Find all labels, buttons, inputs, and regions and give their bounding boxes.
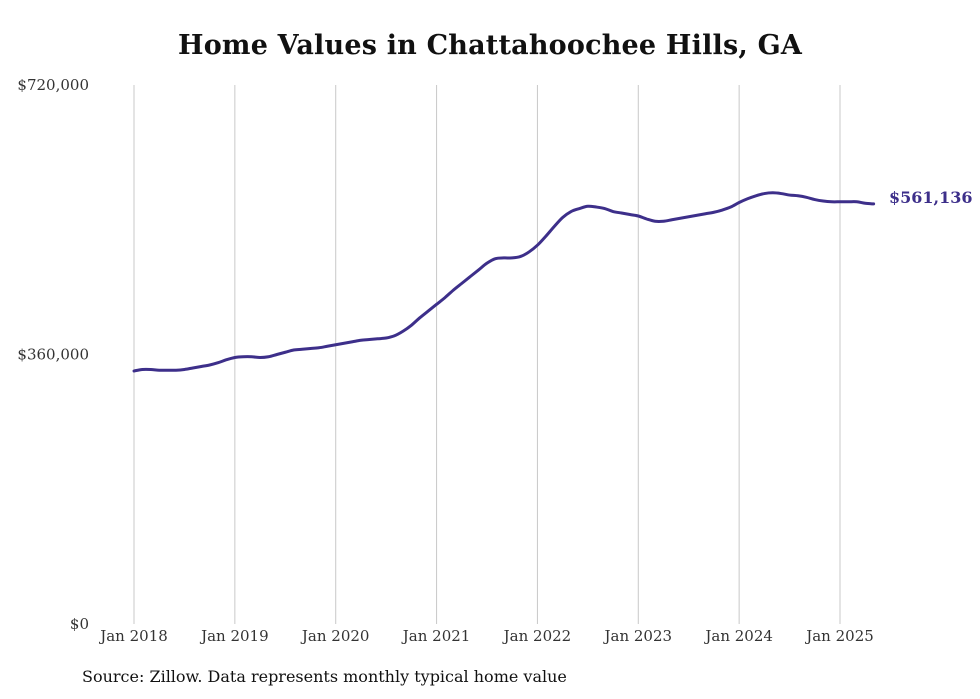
x-tick-label: Jan 2023 xyxy=(603,627,673,645)
series-layer xyxy=(132,191,876,373)
series-line-0 xyxy=(132,191,876,373)
end-label-layer: $561,136 xyxy=(889,188,973,207)
source-note: Source: Zillow. Data represents monthly … xyxy=(82,667,567,686)
x-tick-label: Jan 2022 xyxy=(502,627,572,645)
end-value-label: $561,136 xyxy=(889,188,973,207)
y-tick-label: $360,000 xyxy=(17,346,89,364)
y-tick-label: $0 xyxy=(70,615,89,633)
x-tick-label: Jan 2025 xyxy=(804,627,874,645)
gridlines xyxy=(133,85,841,624)
x-tick-label: Jan 2019 xyxy=(199,627,269,645)
x-tick-label: Jan 2018 xyxy=(98,627,168,645)
y-axis-ticks: $0 $360,000 $720,000 xyxy=(17,76,89,633)
x-tick-label: Jan 2024 xyxy=(703,627,773,645)
x-axis-ticks: Jan 2018 Jan 2019 Jan 2020 Jan 2021 Jan 2022… xyxy=(98,627,874,645)
y-tick-label: $720,000 xyxy=(17,76,89,94)
chart-title: Home Values in Chattahoochee Hills, GA xyxy=(178,30,802,61)
x-tick-label: Jan 2021 xyxy=(401,627,471,645)
x-tick-label: Jan 2020 xyxy=(300,627,370,645)
